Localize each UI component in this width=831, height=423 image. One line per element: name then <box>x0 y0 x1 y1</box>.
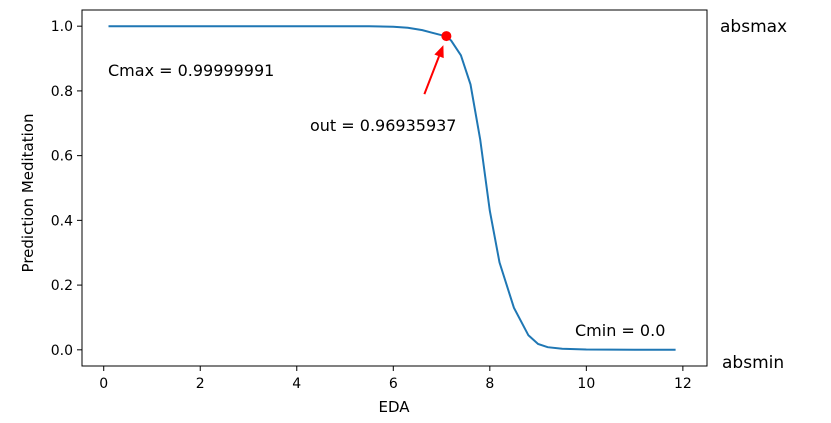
absmax-label: absmax <box>720 17 787 37</box>
y-axis-ticks: 0.0 0.2 0.4 0.6 0.8 1.0 <box>51 19 82 359</box>
x-tick-label: 6 <box>389 376 398 392</box>
y-tick-label: 0.8 <box>51 84 73 100</box>
y-axis-label: Prediction Meditation <box>19 114 37 273</box>
plot-frame <box>81 9 708 367</box>
out-point-marker <box>441 31 452 42</box>
y-tick-label: 0.2 <box>51 278 73 294</box>
out-annotation: out = 0.96935937 <box>310 116 456 135</box>
x-tick-label: 2 <box>196 376 205 392</box>
x-tick-label: 12 <box>674 376 692 392</box>
cmax-annotation: Cmax = 0.99999991 <box>108 61 274 80</box>
x-axis-label: EDA <box>378 398 410 416</box>
x-axis-ticks: 0 2 4 6 8 10 12 <box>99 366 692 392</box>
x-tick-label: 8 <box>485 376 494 392</box>
absmin-label: absmin <box>722 353 784 373</box>
y-tick-label: 0.4 <box>51 213 73 229</box>
x-tick-label: 4 <box>292 376 301 392</box>
x-tick-label: 0 <box>99 376 108 392</box>
cmin-annotation: Cmin = 0.0 <box>575 321 665 340</box>
y-tick-label: 0.6 <box>51 149 73 165</box>
x-tick-label: 10 <box>577 376 595 392</box>
y-tick-label: 0.0 <box>51 343 73 359</box>
annotation-arrow <box>423 55 440 95</box>
y-tick-label: 1.0 <box>51 19 73 35</box>
annotation-arrow-head <box>434 45 444 59</box>
prediction-curve <box>108 25 676 351</box>
